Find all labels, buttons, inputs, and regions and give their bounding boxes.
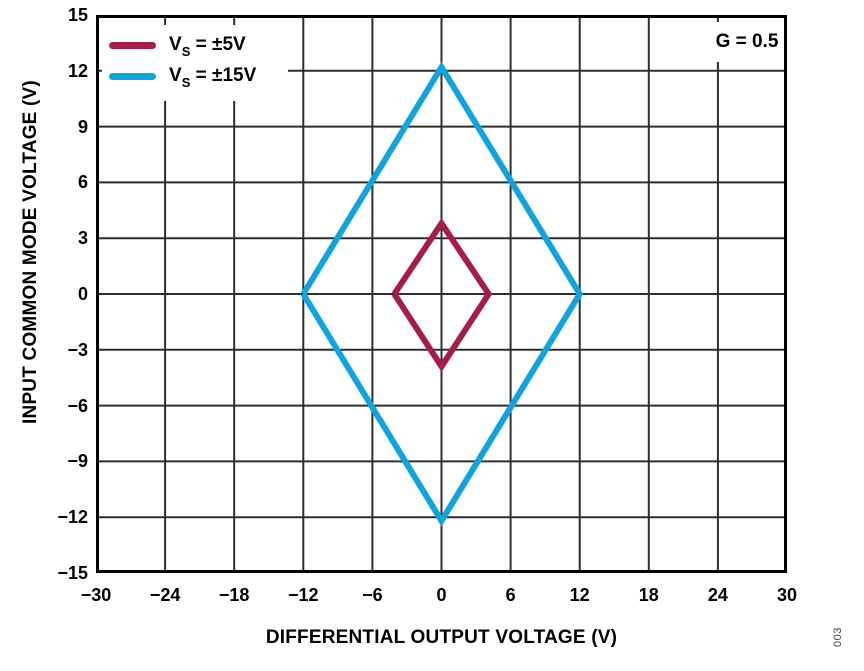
y-tick-label: −9	[67, 451, 88, 472]
legend-label-vs15-sub: S	[181, 75, 191, 91]
legend-item-vs5: VS = ±5V	[102, 30, 288, 61]
plot-frame	[96, 15, 787, 573]
legend-label-vs5-sub: S	[181, 44, 191, 60]
legend: VS = ±5V VS = ±15V	[102, 25, 288, 101]
series-line-vs5	[391, 217, 493, 372]
y-tick-label: 9	[77, 116, 88, 137]
x-tick-label: 24	[707, 585, 728, 605]
y-tick-label: −3	[67, 339, 88, 360]
legend-label-vs5: VS = ±5V	[169, 33, 246, 60]
legend-item-vs15: VS = ±15V	[102, 61, 288, 92]
x-tick-label: −24	[149, 585, 181, 605]
plot-area	[96, 15, 787, 573]
legend-label-vs15: VS = ±15V	[169, 64, 257, 91]
y-tick-label: 12	[67, 60, 88, 81]
legend-label-vs5-rest: = ±5V	[190, 33, 246, 55]
legend-label-vs5-pre: V	[169, 33, 182, 55]
legend-line-vs5-swatch	[109, 42, 156, 49]
x-tick-label: 12	[569, 585, 590, 605]
y-tick-label: 6	[77, 172, 88, 193]
y-tick-label: −12	[57, 507, 88, 528]
legend-label-vs15-pre: V	[169, 64, 182, 86]
x-tick-label: 6	[505, 585, 516, 605]
y-tick-label: 0	[77, 284, 88, 304]
gain-annotation: G = 0.5	[712, 22, 782, 62]
x-tick-label: 0	[436, 585, 447, 605]
x-tick-label: 18	[638, 585, 659, 605]
x-tick-label: 30	[776, 585, 798, 605]
y-tick-label: −6	[67, 395, 88, 416]
figure-number: 003	[832, 627, 844, 647]
x-tick-label: −18	[218, 585, 250, 605]
x-axis-title: DIFFERENTIAL OUTPUT VOLTAGE (V)	[265, 627, 618, 648]
legend-label-vs15-rest: = ±15V	[190, 64, 257, 86]
legend-line-vs15-swatch	[109, 73, 156, 80]
y-tick-label: −15	[57, 563, 88, 583]
series-line-vs15	[300, 61, 584, 527]
x-tick-label: −6	[362, 585, 383, 605]
gain-annotation-text: G = 0.5	[715, 31, 779, 52]
y-tick-label: 3	[77, 228, 88, 249]
x-tick-label: −30	[80, 585, 112, 605]
y-tick-label: 15	[67, 5, 88, 25]
x-tick-label: −12	[288, 585, 319, 605]
